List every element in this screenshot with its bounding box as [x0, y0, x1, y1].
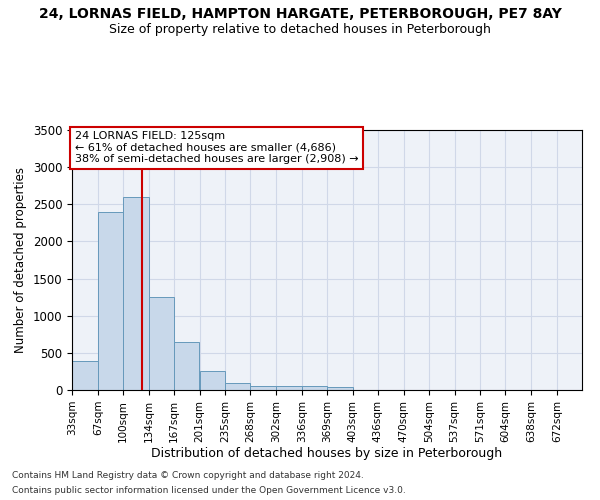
Bar	[98, 212, 123, 390]
Text: 24 LORNAS FIELD: 125sqm
← 61% of detached houses are smaller (4,686)
38% of semi: 24 LORNAS FIELD: 125sqm ← 61% of detache…	[74, 132, 358, 164]
Text: Size of property relative to detached houses in Peterborough: Size of property relative to detached ho…	[109, 22, 491, 36]
Bar	[226, 382, 250, 390]
Text: 24, LORNAS FIELD, HAMPTON HARGATE, PETERBOROUGH, PE7 8AY: 24, LORNAS FIELD, HAMPTON HARGATE, PETER…	[38, 8, 562, 22]
Y-axis label: Number of detached properties: Number of detached properties	[14, 167, 27, 353]
Bar	[327, 388, 353, 390]
Bar	[302, 386, 327, 390]
Text: Contains HM Land Registry data © Crown copyright and database right 2024.: Contains HM Land Registry data © Crown c…	[12, 471, 364, 480]
Bar	[199, 370, 226, 390]
Bar	[250, 386, 276, 390]
Bar	[72, 361, 98, 390]
Bar	[276, 386, 302, 390]
Bar	[173, 342, 199, 390]
Text: Distribution of detached houses by size in Peterborough: Distribution of detached houses by size …	[151, 448, 503, 460]
Text: Contains public sector information licensed under the Open Government Licence v3: Contains public sector information licen…	[12, 486, 406, 495]
Bar	[123, 197, 149, 390]
Bar	[149, 297, 173, 390]
